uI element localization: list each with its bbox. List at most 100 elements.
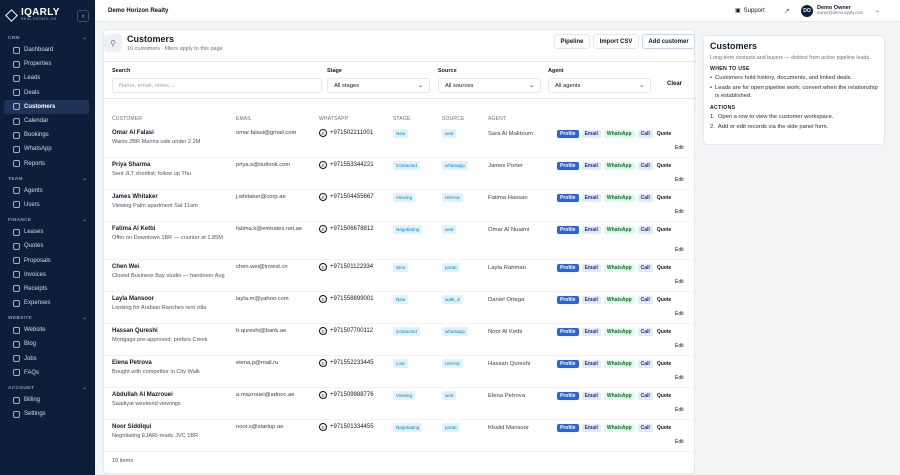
profile-button[interactable]: Profile [557, 392, 579, 400]
quote-button[interactable]: Quote [656, 361, 672, 367]
email-button[interactable]: Email [581, 264, 601, 272]
customer-name[interactable]: Hassan Qureshi [112, 328, 158, 334]
clear-filters-button[interactable]: Clear [667, 81, 683, 87]
quote-button[interactable]: Quote [656, 131, 672, 137]
whatsapp-link[interactable]: ✆ +971506678812 [319, 225, 374, 233]
sidebar-item-reports[interactable]: Reports [4, 157, 89, 171]
sidebar-item-leads[interactable]: Leads [4, 71, 89, 85]
sidebar-item-whatsapp[interactable]: WhatsApp [4, 142, 89, 156]
search-input[interactable]: Name, email, notes… [112, 78, 322, 93]
brand-logo[interactable]: IQARLY REAL ESTATE OS [0, 0, 95, 30]
customer-email[interactable]: layla.m@yahoo.com [236, 296, 289, 302]
call-button[interactable]: Call [637, 194, 653, 202]
whatsapp-link[interactable]: ✆ +971507700112 [319, 327, 373, 335]
call-button[interactable]: Call [637, 424, 653, 432]
table-row[interactable]: Layla Mansoor Looking for Arabian Ranche… [104, 292, 696, 324]
quote-button[interactable]: Quote [656, 227, 672, 233]
sidebar-item-customers[interactable]: Customers [4, 99, 89, 114]
edit-button[interactable]: Edit [675, 145, 684, 151]
sidebar-item-bookings[interactable]: Bookings [4, 128, 89, 142]
agent-select[interactable]: All agents ⌄ [548, 78, 651, 93]
pipeline-button[interactable]: Pipeline [554, 34, 590, 49]
edit-button[interactable]: Edit [675, 247, 684, 253]
profile-button[interactable]: Profile [557, 296, 579, 304]
edit-button[interactable]: Edit [675, 279, 684, 285]
edit-button[interactable]: Edit [675, 439, 684, 445]
table-row[interactable]: Fatima Al Ketbi Offer on Downtown 1BR — … [104, 222, 696, 260]
whatsapp-button[interactable]: WhatsApp [603, 328, 635, 336]
sidebar-item-jobs[interactable]: Jobs [4, 352, 89, 366]
email-button[interactable]: Email [581, 360, 601, 368]
profile-button[interactable]: Profile [557, 226, 579, 234]
customer-name[interactable]: Fatima Al Ketbi [112, 226, 156, 232]
quote-button[interactable]: Quote [656, 265, 672, 271]
stage-select[interactable]: All stages ⌄ [327, 78, 430, 93]
customer-email[interactable]: fatima.k@emirates.net.ae [236, 226, 303, 232]
quote-button[interactable]: Quote [656, 329, 672, 335]
profile-button[interactable]: Profile [557, 162, 579, 170]
customer-email[interactable]: j.whitaker@corp.ae [236, 194, 286, 200]
table-row[interactable]: Hassan Qureshi Mortgage pre-approved; pr… [104, 324, 696, 356]
edit-button[interactable]: Edit [675, 375, 684, 381]
table-row[interactable]: Omar Al Falasi Wants 2BR Marina sale und… [104, 126, 696, 158]
whatsapp-button[interactable]: WhatsApp [603, 226, 635, 234]
whatsapp-link[interactable]: ✆ +971504455667 [319, 193, 374, 201]
nav-section-header[interactable]: TEAM ⌄ [8, 176, 87, 182]
sidebar-item-properties[interactable]: Properties [4, 57, 89, 71]
external-link-icon[interactable]: ↗ [784, 8, 790, 15]
sidebar-item-quotes[interactable]: Quotes [4, 239, 89, 253]
whatsapp-button[interactable]: WhatsApp [603, 296, 635, 304]
customer-email[interactable]: h.qureshi@bank.ae [236, 328, 287, 334]
table-row[interactable]: Noor Siddiqui Negotiating EJARI-ready JV… [104, 420, 696, 452]
email-button[interactable]: Email [581, 392, 601, 400]
call-button[interactable]: Call [637, 328, 653, 336]
nav-section-header[interactable]: FINANCE ⌄ [8, 218, 87, 224]
column-header[interactable]: SOURCE [442, 116, 465, 122]
customer-email[interactable]: omar.falasi@gmail.com [236, 130, 297, 136]
sidebar-item-proposals[interactable]: Proposals [4, 253, 89, 267]
sidebar-item-blog[interactable]: Blog [4, 337, 89, 351]
user-menu[interactable]: Demo Owner owner@demo.iqarly.com [817, 5, 863, 16]
customer-name[interactable]: Elena Petrova [112, 360, 152, 366]
sidebar-item-faqs[interactable]: FAQs [4, 366, 89, 380]
email-button[interactable]: Email [581, 296, 601, 304]
quote-button[interactable]: Quote [656, 195, 672, 201]
sidebar-item-dashboard[interactable]: Dashboard [4, 43, 89, 57]
customer-name[interactable]: Chen Wei [112, 264, 140, 270]
table-row[interactable]: Abdullah Al Mazrouei Saadiyat weekend vi… [104, 388, 696, 420]
whatsapp-button[interactable]: WhatsApp [603, 130, 635, 138]
nav-section-header[interactable]: ACCOUNT ⌄ [8, 385, 87, 391]
column-header[interactable]: STAGE [393, 116, 411, 122]
customer-name[interactable]: Omar Al Falasi [112, 130, 154, 136]
whatsapp-button[interactable]: WhatsApp [603, 162, 635, 170]
profile-button[interactable]: Profile [557, 264, 579, 272]
call-button[interactable]: Call [637, 392, 653, 400]
sidebar-item-leases[interactable]: Leases [4, 225, 89, 239]
column-header[interactable]: AGENT [488, 116, 507, 122]
whatsapp-button[interactable]: WhatsApp [603, 360, 635, 368]
collapse-sidebar-button[interactable]: ‹ [77, 10, 89, 22]
nav-section-header[interactable]: CRM ⌄ [8, 36, 87, 41]
whatsapp-button[interactable]: WhatsApp [603, 424, 635, 432]
sidebar-item-invoices[interactable]: Invoices [4, 268, 89, 282]
call-button[interactable]: Call [637, 162, 653, 170]
profile-button[interactable]: Profile [557, 360, 579, 368]
customer-email[interactable]: elena.p@mail.ru [236, 360, 279, 366]
call-button[interactable]: Call [637, 226, 653, 234]
customer-name[interactable]: James Whitaker [112, 194, 158, 200]
email-button[interactable]: Email [581, 328, 601, 336]
whatsapp-link[interactable]: ✆ +971558899001 [319, 295, 374, 303]
call-button[interactable]: Call [637, 360, 653, 368]
chevron-down-icon[interactable]: ⌄ [875, 8, 881, 14]
edit-button[interactable]: Edit [675, 343, 684, 349]
email-button[interactable]: Email [581, 194, 601, 202]
email-button[interactable]: Email [581, 424, 601, 432]
edit-button[interactable]: Edit [675, 311, 684, 317]
table-row[interactable]: James Whitaker Viewing Palm apartment Sa… [104, 190, 696, 222]
customer-name[interactable]: Layla Mansoor [112, 296, 155, 302]
call-button[interactable]: Call [637, 296, 653, 304]
sidebar-item-deals[interactable]: Deals [4, 86, 89, 100]
add-customer-button[interactable]: Add customer [642, 34, 695, 49]
quote-button[interactable]: Quote [656, 297, 672, 303]
customer-email[interactable]: priya.s@outlook.com [236, 162, 291, 168]
